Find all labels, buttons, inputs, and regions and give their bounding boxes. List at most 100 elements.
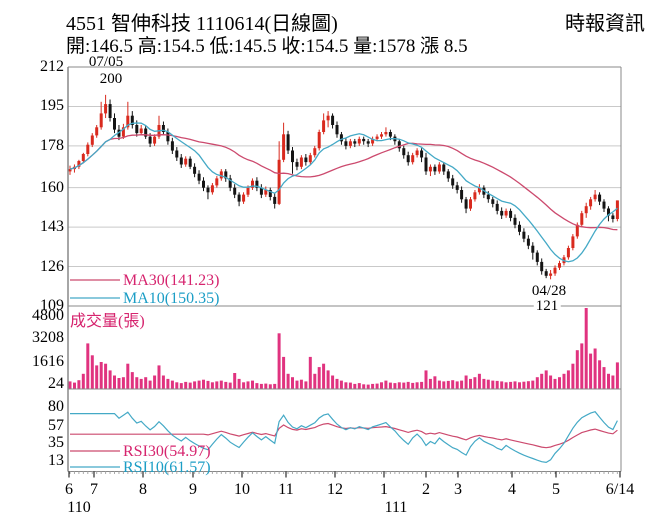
volume-bar xyxy=(210,382,214,390)
candle-body xyxy=(602,201,606,209)
candle-body xyxy=(335,125,339,135)
candle-body xyxy=(589,199,593,207)
candle-body xyxy=(148,136,152,144)
candle-body xyxy=(215,178,219,186)
volume-bar xyxy=(406,381,410,389)
candle-body xyxy=(206,187,210,193)
candle-body xyxy=(273,196,277,204)
x-axis-month-label: 4 xyxy=(508,481,516,498)
volume-bar xyxy=(504,382,508,390)
volume-bar xyxy=(206,380,210,389)
volume-bar xyxy=(161,375,165,389)
volume-bar xyxy=(526,381,530,389)
candle-body xyxy=(384,132,388,135)
candle-body xyxy=(153,136,157,144)
candle-body xyxy=(437,164,441,172)
candle-body xyxy=(486,194,490,200)
volume-bar xyxy=(455,381,459,389)
volume-bar xyxy=(384,380,388,389)
volume-bar xyxy=(411,382,415,389)
legend-rsi30: RSI30(54.97) xyxy=(123,443,211,460)
volume-bar xyxy=(357,383,361,389)
volume-bar xyxy=(259,383,263,389)
candle-body xyxy=(90,135,94,145)
volume-bar xyxy=(273,383,277,389)
candle-body xyxy=(615,200,619,219)
candle-body xyxy=(264,190,268,195)
candle-body xyxy=(584,206,588,214)
candle-body xyxy=(313,148,317,156)
candle-body xyxy=(500,210,504,216)
candle-body xyxy=(424,157,428,172)
volume-bar xyxy=(549,375,553,389)
volume-bar xyxy=(500,381,504,389)
ma10-line xyxy=(69,122,618,263)
volume-bar xyxy=(575,350,579,389)
candle-body xyxy=(77,161,81,167)
candle-body xyxy=(411,155,415,163)
candle-body xyxy=(219,171,223,179)
volume-bar xyxy=(544,370,548,389)
candle-body xyxy=(353,141,357,144)
volume-bar xyxy=(495,380,499,389)
candle-body xyxy=(491,199,495,204)
volume-bar xyxy=(602,367,606,389)
volume-bar xyxy=(437,380,441,389)
volume-bar xyxy=(135,377,139,389)
volume-bar xyxy=(615,362,619,389)
volume-bar xyxy=(566,370,570,389)
volume-bar xyxy=(86,343,90,389)
candle-body xyxy=(304,157,308,163)
candle-body xyxy=(473,192,477,200)
volume-bar xyxy=(295,380,299,389)
candle-body xyxy=(184,158,188,165)
volume-bar xyxy=(375,383,379,389)
volume-bar xyxy=(215,381,219,389)
volume-bar xyxy=(113,375,116,389)
volume-bar xyxy=(593,348,597,389)
volume-bar xyxy=(509,381,513,389)
volume-bar xyxy=(380,382,383,390)
candle-body xyxy=(566,248,570,258)
candle-body xyxy=(420,150,424,158)
volume-bar xyxy=(584,308,588,389)
volume-bar xyxy=(611,375,615,389)
x-axis-month-label: 11 xyxy=(278,481,294,498)
candle-body xyxy=(135,125,139,134)
volume-bar xyxy=(242,382,246,390)
volume-bar xyxy=(558,377,561,389)
candle-body xyxy=(611,215,615,219)
volume-bar xyxy=(402,382,406,389)
volume-bar xyxy=(580,343,584,389)
volume-bar xyxy=(491,380,495,389)
x-axis-year-label: 111 xyxy=(384,499,408,516)
candle-body xyxy=(518,224,521,232)
volume-bar xyxy=(393,383,397,389)
volume-bar xyxy=(531,380,535,389)
volume-bar xyxy=(433,376,437,389)
candle-body xyxy=(371,138,375,144)
x-axis-month-label: 7 xyxy=(90,481,98,498)
candle-body xyxy=(210,185,214,193)
volume-bar xyxy=(148,380,152,389)
price-axis-label: 212 xyxy=(40,58,64,75)
volume-bar xyxy=(464,375,468,389)
candle-body xyxy=(464,199,468,209)
candle-body xyxy=(526,238,530,246)
volume-bar xyxy=(246,381,250,389)
candle-body xyxy=(139,128,143,134)
volume-bar xyxy=(571,363,575,389)
volume-bar xyxy=(175,382,179,390)
candle-body xyxy=(113,118,116,130)
volume-bar xyxy=(277,333,281,389)
price-axis-label: 178 xyxy=(40,136,64,154)
volume-axis-label: 24 xyxy=(48,375,64,392)
volume-bar xyxy=(237,378,241,389)
x-axis-month-label: 1 xyxy=(380,481,388,498)
candle-body xyxy=(504,210,508,216)
volume-bar xyxy=(553,378,557,389)
ohlc-quote-line: 開:146.5 高:154.5 低:145.5 收:154.5 量:1578 漲… xyxy=(66,36,468,57)
candle-body xyxy=(104,104,108,114)
volume-bar xyxy=(90,355,94,390)
candle-body xyxy=(170,141,174,151)
